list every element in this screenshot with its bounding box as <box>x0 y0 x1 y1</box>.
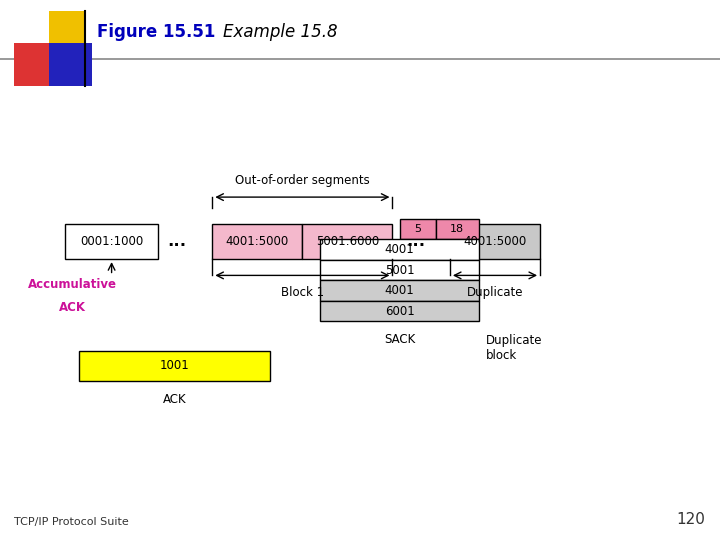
Text: 4001: 4001 <box>384 284 415 297</box>
Bar <box>14 43 49 86</box>
Text: 5: 5 <box>414 224 421 234</box>
Bar <box>436 219 479 239</box>
Text: 5001: 5001 <box>384 264 415 276</box>
Text: Block 1: Block 1 <box>281 286 324 299</box>
Bar <box>49 43 92 86</box>
Text: ...: ... <box>407 232 426 251</box>
Bar <box>320 239 479 260</box>
Bar <box>450 224 540 259</box>
Text: 120: 120 <box>677 511 706 526</box>
Bar <box>320 280 479 301</box>
Text: 18: 18 <box>450 224 464 234</box>
Text: 6001: 6001 <box>384 305 415 318</box>
Text: TCP/IP Protocol Suite: TCP/IP Protocol Suite <box>14 516 129 526</box>
Text: Example 15.8: Example 15.8 <box>223 23 338 42</box>
Text: SACK: SACK <box>384 333 415 346</box>
Bar <box>49 11 84 57</box>
Text: 5001:6000: 5001:6000 <box>316 235 379 248</box>
Text: 4001:5000: 4001:5000 <box>226 235 289 248</box>
Text: ACK: ACK <box>58 301 86 314</box>
Bar <box>302 224 392 259</box>
Text: 0001:1000: 0001:1000 <box>80 235 143 248</box>
Text: Duplicate
block: Duplicate block <box>486 334 542 362</box>
Text: ACK: ACK <box>163 393 186 406</box>
Bar <box>320 301 479 321</box>
Text: ...: ... <box>167 232 186 251</box>
Text: Out-of-order segments: Out-of-order segments <box>235 174 370 187</box>
Bar <box>320 260 479 280</box>
Text: Accumulative: Accumulative <box>27 278 117 291</box>
Text: 1001: 1001 <box>160 359 189 373</box>
Text: Figure 15.51: Figure 15.51 <box>97 23 215 42</box>
Bar <box>400 219 436 239</box>
Text: 4001:5000: 4001:5000 <box>464 235 526 248</box>
Bar <box>65 224 158 259</box>
Bar <box>79 351 270 381</box>
Bar <box>212 224 302 259</box>
Text: 4001: 4001 <box>384 243 415 256</box>
Text: Duplicate: Duplicate <box>467 286 523 299</box>
